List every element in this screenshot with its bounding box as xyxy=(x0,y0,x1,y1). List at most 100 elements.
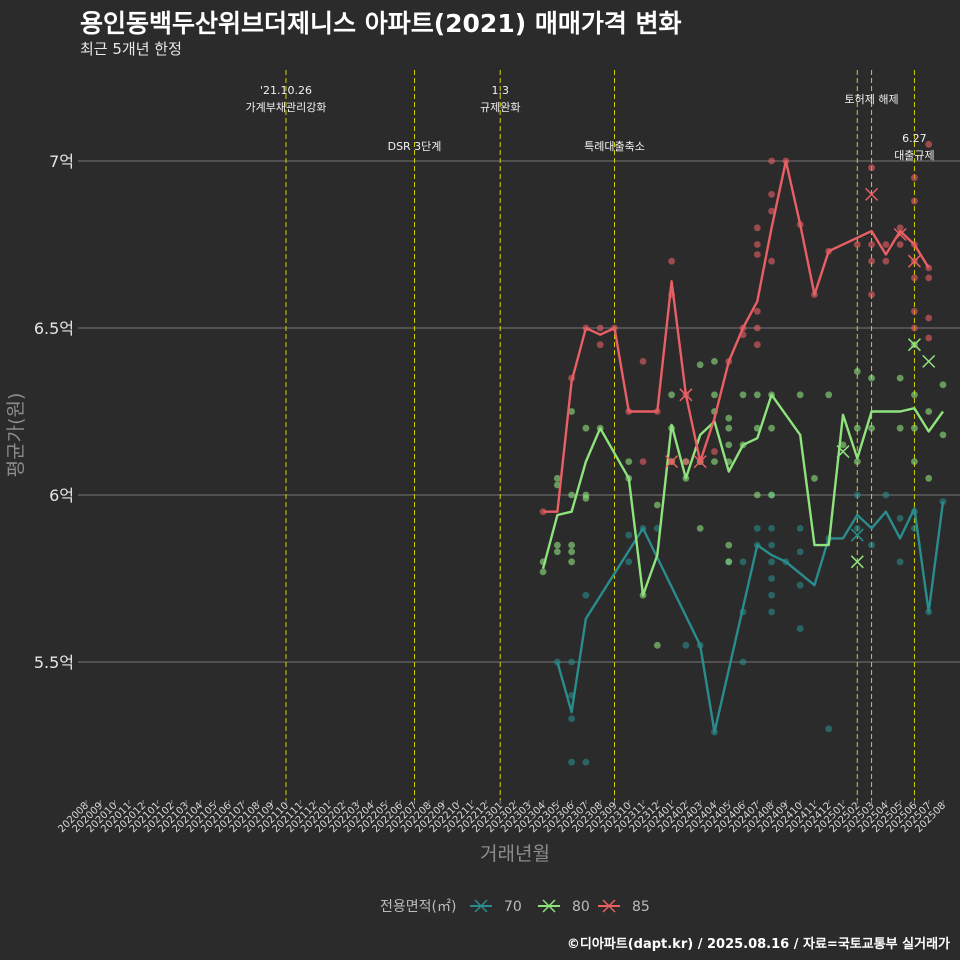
data-point xyxy=(753,224,761,232)
data-point xyxy=(911,197,918,205)
data-point xyxy=(753,341,761,349)
data-point xyxy=(768,608,775,616)
data-point xyxy=(911,307,918,315)
data-point xyxy=(639,458,647,465)
cross-marker xyxy=(850,555,864,569)
cross-marker xyxy=(907,254,921,268)
data-point xyxy=(768,591,775,599)
data-point xyxy=(568,658,576,666)
legend-title: 전용면적(㎡) xyxy=(380,899,456,915)
series-85 xyxy=(539,140,933,516)
data-point xyxy=(839,441,847,449)
data-point xyxy=(825,725,833,733)
data-point xyxy=(925,334,933,342)
data-point xyxy=(911,324,918,332)
data-point xyxy=(625,458,633,465)
data-point xyxy=(725,414,733,422)
event-label: 가계부채관리강화 xyxy=(245,101,326,114)
series-line xyxy=(541,393,944,597)
data-point xyxy=(768,157,775,165)
data-point xyxy=(739,391,747,399)
data-point xyxy=(911,274,918,282)
data-point xyxy=(796,548,804,556)
data-point xyxy=(853,525,861,532)
data-point xyxy=(896,241,904,248)
data-point xyxy=(696,361,704,369)
data-point xyxy=(911,424,918,432)
data-point xyxy=(753,391,761,399)
data-point xyxy=(768,525,775,532)
event-label: 특례대출축소 xyxy=(584,140,645,153)
event-label: 규제완화 xyxy=(480,101,520,114)
data-point xyxy=(882,241,890,248)
data-point xyxy=(711,458,718,465)
cross-marker xyxy=(665,455,679,469)
data-point xyxy=(896,514,904,522)
event-label: 6.27 xyxy=(902,132,927,145)
data-point xyxy=(796,525,804,532)
data-point xyxy=(582,591,590,599)
cross-marker xyxy=(907,338,921,352)
data-point xyxy=(568,548,576,556)
data-point xyxy=(925,140,933,148)
data-point xyxy=(653,641,661,649)
event-label: 토허제 해제 xyxy=(845,92,899,106)
data-point xyxy=(725,424,733,432)
data-point xyxy=(711,448,718,455)
data-point xyxy=(753,491,761,499)
series-line xyxy=(543,159,930,513)
data-point xyxy=(768,424,775,432)
data-point xyxy=(925,408,933,415)
data-point xyxy=(625,558,633,566)
data-point xyxy=(896,424,904,432)
data-point xyxy=(853,241,861,248)
data-point xyxy=(639,358,647,365)
data-point xyxy=(553,541,561,549)
data-point xyxy=(796,581,804,589)
data-point xyxy=(568,491,576,499)
data-point xyxy=(896,558,904,566)
data-point xyxy=(882,491,890,499)
legend: 전용면적(㎡) 70 80 85 xyxy=(380,899,650,915)
event-label: 대출규제 xyxy=(894,149,934,162)
legend-label: 85 xyxy=(632,899,650,915)
legend-swatch-cross xyxy=(474,899,488,913)
data-point xyxy=(553,474,561,482)
data-point xyxy=(768,575,775,582)
data-point xyxy=(768,207,775,215)
series-line xyxy=(556,501,945,734)
data-point xyxy=(668,391,676,399)
data-point xyxy=(725,441,733,449)
cross-marker xyxy=(922,354,936,368)
legend-swatch-cross xyxy=(602,899,616,913)
data-point xyxy=(911,391,918,399)
data-point xyxy=(553,548,561,556)
data-point xyxy=(796,391,804,399)
cross-marker xyxy=(850,528,864,542)
chart-title: 용인동백두산위브더제니스 아파트(2021) 매매가격 변화 xyxy=(80,9,682,38)
cross-marker xyxy=(693,455,707,469)
data-point xyxy=(939,431,947,439)
data-point xyxy=(596,341,604,349)
data-point xyxy=(753,307,761,315)
x-tick-labels: 2020082020092020102020112020122021012021… xyxy=(56,800,948,835)
data-point xyxy=(539,568,547,576)
data-point xyxy=(711,391,718,399)
data-point xyxy=(939,381,947,389)
data-point xyxy=(768,257,775,265)
data-point xyxy=(725,541,733,549)
data-point xyxy=(939,498,947,506)
data-point xyxy=(711,358,718,365)
data-point xyxy=(896,374,904,382)
data-point xyxy=(625,531,633,539)
data-point xyxy=(568,715,576,723)
data-point xyxy=(568,541,576,549)
data-point xyxy=(882,257,890,265)
data-point xyxy=(853,368,861,375)
data-point xyxy=(582,758,590,766)
data-point xyxy=(925,274,933,282)
data-point xyxy=(925,314,933,322)
data-point xyxy=(868,374,875,382)
